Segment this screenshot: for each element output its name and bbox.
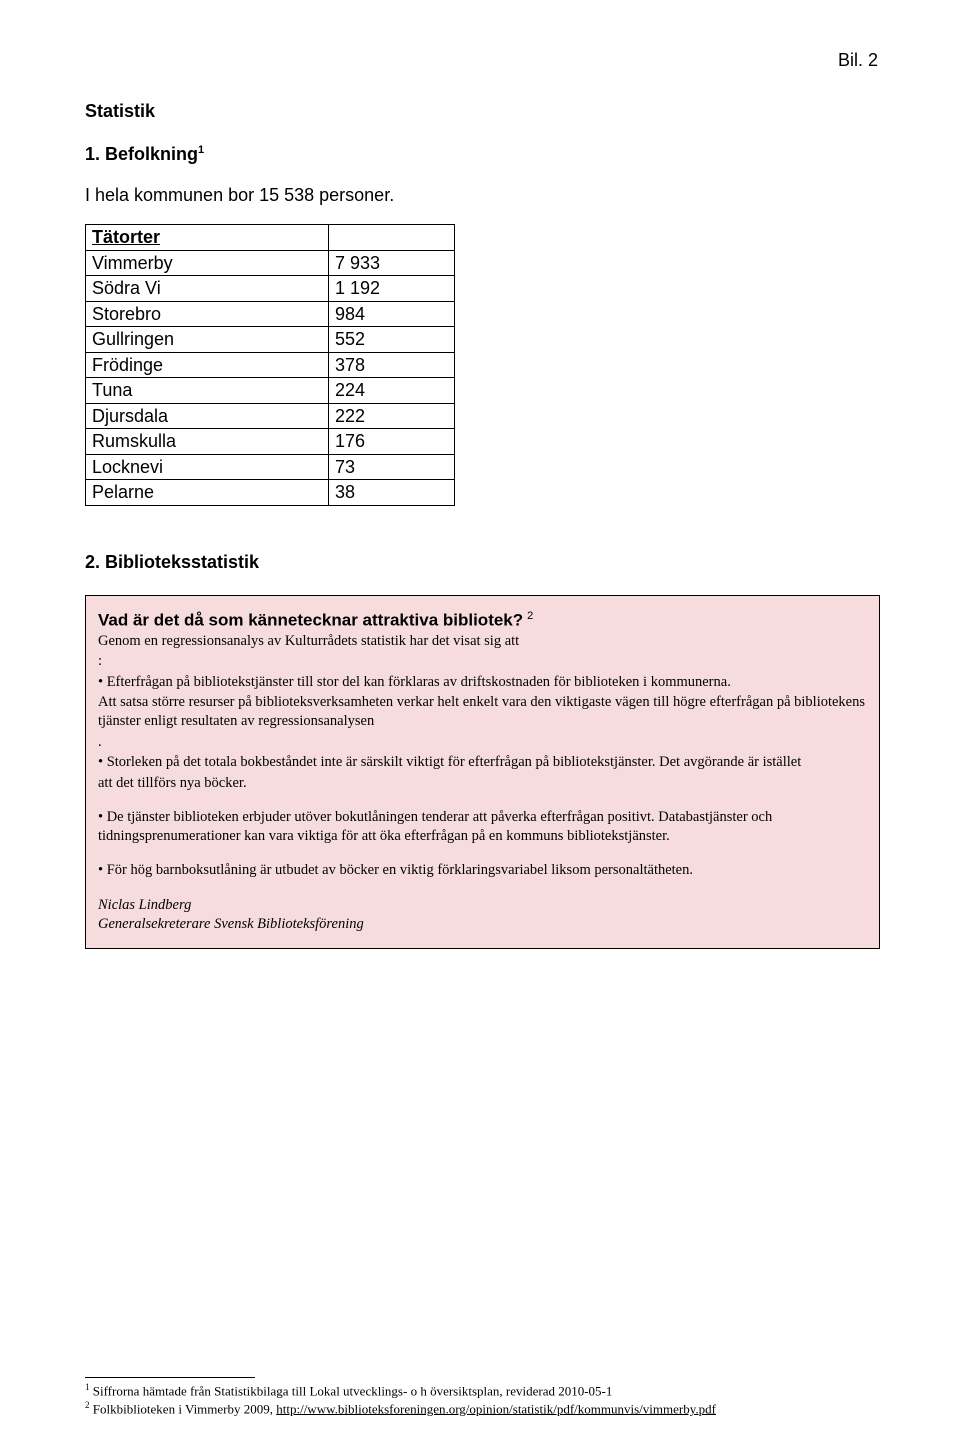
- table-cell-label: Vimmerby: [86, 250, 329, 276]
- table-cell-label: Pelarne: [86, 480, 329, 506]
- table-row: Södra Vi1 192: [86, 276, 455, 302]
- table-cell-label: Södra Vi: [86, 276, 329, 302]
- table-row: Storebro984: [86, 301, 455, 327]
- table-row: Rumskulla176: [86, 429, 455, 455]
- section-1-heading: 1. Befolkning1: [85, 144, 880, 165]
- table-row: Tuna224: [86, 378, 455, 404]
- table-cell-label: Rumskulla: [86, 429, 329, 455]
- table-cell-value: 7 933: [329, 250, 455, 276]
- footnote-1-text: Siffrorna hämtade från Statistikbilaga t…: [90, 1383, 613, 1398]
- table-cell-value: 984: [329, 301, 455, 327]
- table-header-empty: [329, 225, 455, 251]
- box-lead-1: Genom en regressionsanalys av Kulturråde…: [98, 632, 867, 651]
- box-bullet-4: • För hög barnboksutlåning är utbudet av…: [98, 861, 867, 880]
- box-bullet-1b: Att satsa större resurser på biblioteksv…: [98, 693, 867, 730]
- box-lead-2: :: [98, 652, 867, 671]
- footnote-ref-2: 2: [527, 610, 533, 622]
- table-cell-value: 38: [329, 480, 455, 506]
- sig-title: Generalsekreterare Svensk Biblioteksföre…: [98, 916, 364, 932]
- sig-name: Niclas Lindberg: [98, 897, 191, 913]
- section-2-heading: 2. Biblioteksstatistik: [85, 552, 880, 573]
- table-row: Djursdala222: [86, 403, 455, 429]
- box-title: Vad är det då som kännetecknar attraktiv…: [98, 610, 523, 629]
- appendix-label: Bil. 2: [85, 50, 880, 71]
- table-cell-label: Djursdala: [86, 403, 329, 429]
- box-bullet-2a: • Storleken på det totala bokbeståndet i…: [98, 753, 867, 772]
- footnotes: 1 Siffrorna hämtade från Statistikbilaga…: [85, 1377, 880, 1418]
- table-cell-label: Locknevi: [86, 454, 329, 480]
- table-cell-value: 176: [329, 429, 455, 455]
- table-header-label: Tätorter: [86, 225, 329, 251]
- table-cell-label: Frödinge: [86, 352, 329, 378]
- highlight-box: Vad är det då som kännetecknar attraktiv…: [85, 595, 880, 949]
- footnote-2-text: Folkbiblioteken i Vimmerby 2009,: [90, 1401, 277, 1416]
- table-row: Locknevi73: [86, 454, 455, 480]
- table-row: Pelarne38: [86, 480, 455, 506]
- box-signature: Niclas Lindberg Generalsekreterare Svens…: [98, 896, 867, 934]
- main-heading: Statistik: [85, 101, 880, 122]
- table-cell-label: Gullringen: [86, 327, 329, 353]
- population-table: Tätorter Vimmerby7 933 Södra Vi1 192 Sto…: [85, 224, 455, 506]
- table-row: Vimmerby7 933: [86, 250, 455, 276]
- section-1-intro: I hela kommunen bor 15 538 personer.: [85, 185, 880, 206]
- footnote-ref-1: 1: [198, 144, 204, 156]
- table-cell-value: 224: [329, 378, 455, 404]
- footnote-ref-2-num: 2: [527, 610, 533, 622]
- footnote-divider: [85, 1377, 255, 1378]
- table-cell-value: 552: [329, 327, 455, 353]
- table-row: Frödinge378: [86, 352, 455, 378]
- box-bullet-1: • Efterfrågan på bibliotekstjänster till…: [98, 673, 867, 692]
- table-cell-value: 73: [329, 454, 455, 480]
- box-bullet-2b: att det tillförs nya böcker.: [98, 774, 867, 793]
- table-cell-label: Storebro: [86, 301, 329, 327]
- footnote-2: 2 Folkbiblioteken i Vimmerby 2009, http:…: [85, 1400, 880, 1418]
- table-cell-value: 378: [329, 352, 455, 378]
- table-header-row: Tätorter: [86, 225, 455, 251]
- box-bullet-1c: .: [98, 733, 867, 752]
- table-cell-value: 222: [329, 403, 455, 429]
- table-cell-label: Tuna: [86, 378, 329, 404]
- table-cell-value: 1 192: [329, 276, 455, 302]
- footnote-1: 1 Siffrorna hämtade från Statistikbilaga…: [85, 1382, 880, 1400]
- footnote-2-link[interactable]: http://www.biblioteksforeningen.org/opin…: [276, 1401, 716, 1416]
- section-1-heading-text: 1. Befolkning: [85, 144, 198, 164]
- document-page: Bil. 2 Statistik 1. Befolkning1 I hela k…: [0, 0, 960, 1444]
- table-row: Gullringen552: [86, 327, 455, 353]
- box-bullet-3: • De tjänster biblioteken erbjuder utöve…: [98, 808, 867, 845]
